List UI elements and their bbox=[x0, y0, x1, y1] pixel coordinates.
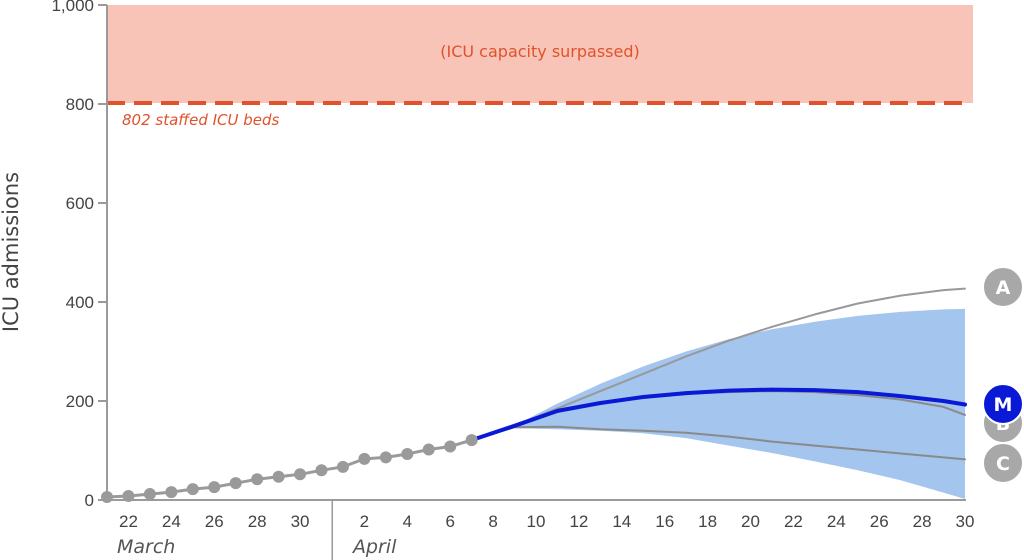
observed-point bbox=[165, 486, 178, 499]
x-tick-label: 4 bbox=[403, 512, 412, 531]
observed-point bbox=[465, 434, 478, 447]
series-badge-circle bbox=[982, 266, 1024, 308]
observed-point bbox=[143, 488, 156, 501]
x-tick-label: 18 bbox=[698, 512, 717, 531]
y-axis-label: ICU admissions bbox=[0, 172, 23, 332]
month-label: March bbox=[117, 536, 175, 558]
y-tick-label: 1,000 bbox=[51, 0, 94, 15]
capacity-line-label: 802 staffed ICU beds bbox=[122, 111, 280, 129]
observed-point bbox=[422, 443, 435, 456]
badges-layer: ABCM bbox=[982, 266, 1024, 484]
series-badge-circle bbox=[982, 383, 1024, 425]
y-tick-label: 400 bbox=[66, 293, 94, 312]
x-tick-label: 20 bbox=[741, 512, 760, 531]
series-badge-a: A bbox=[982, 266, 1024, 308]
series-badge-label: C bbox=[996, 453, 1010, 475]
x-tick-label: 10 bbox=[527, 512, 546, 531]
x-tick-label: 12 bbox=[569, 512, 588, 531]
observed-point bbox=[272, 470, 285, 483]
x-tick-label: 6 bbox=[445, 512, 454, 531]
x-tick-label: 22 bbox=[784, 512, 803, 531]
capacity-region-label: (ICU capacity surpassed) bbox=[440, 42, 640, 61]
observed-line bbox=[106, 438, 473, 499]
observed-layer bbox=[101, 434, 478, 504]
capacity-layer: (ICU capacity surpassed) 802 staffed ICU … bbox=[107, 5, 973, 129]
y-tick-label: 800 bbox=[66, 95, 94, 114]
observed-point bbox=[122, 490, 135, 503]
projection-range-band bbox=[471, 308, 965, 499]
series-layer bbox=[469, 287, 967, 461]
series-line-c bbox=[470, 425, 966, 461]
x-tick-label: 24 bbox=[162, 512, 181, 531]
observed-point bbox=[186, 483, 199, 496]
observed-point bbox=[379, 451, 392, 464]
capacity-surpassed-region bbox=[107, 5, 973, 104]
series-badge-label: A bbox=[996, 277, 1011, 299]
observed-point bbox=[315, 464, 328, 477]
y-tick-label: 0 bbox=[85, 491, 94, 510]
series-line-m bbox=[469, 387, 967, 443]
observed-point bbox=[401, 447, 414, 460]
series-line-a bbox=[470, 287, 966, 442]
month-label: April bbox=[351, 536, 397, 558]
observed-point bbox=[294, 468, 307, 481]
x-tick-label: 26 bbox=[870, 512, 889, 531]
series-badge-circle bbox=[982, 442, 1024, 484]
y-tick-label: 200 bbox=[66, 392, 94, 411]
observed-point bbox=[336, 460, 349, 473]
observed-point bbox=[444, 440, 457, 453]
x-tick-label: 28 bbox=[248, 512, 267, 531]
x-tick-label: 22 bbox=[119, 512, 138, 531]
observed-point bbox=[101, 491, 113, 504]
series-badge-label: M bbox=[994, 394, 1013, 416]
x-tick-label: 14 bbox=[612, 512, 631, 531]
x-tick-label: 30 bbox=[291, 512, 310, 531]
observed-point bbox=[229, 477, 242, 490]
series-badge-m: M bbox=[982, 383, 1024, 425]
x-tick-label: 16 bbox=[655, 512, 674, 531]
x-tick-label: 30 bbox=[956, 512, 975, 531]
projection-band-layer bbox=[471, 308, 965, 499]
x-tick-label: 2 bbox=[360, 512, 369, 531]
observed-point bbox=[251, 473, 264, 486]
x-tick-label: 26 bbox=[205, 512, 224, 531]
x-tick-label: 24 bbox=[827, 512, 846, 531]
observed-point bbox=[208, 481, 221, 494]
series-badge-c: C bbox=[982, 442, 1024, 484]
x-tick-label: 8 bbox=[488, 512, 497, 531]
x-tick-label: 28 bbox=[913, 512, 932, 531]
observed-point bbox=[358, 452, 371, 465]
y-tick-label: 600 bbox=[66, 194, 94, 213]
